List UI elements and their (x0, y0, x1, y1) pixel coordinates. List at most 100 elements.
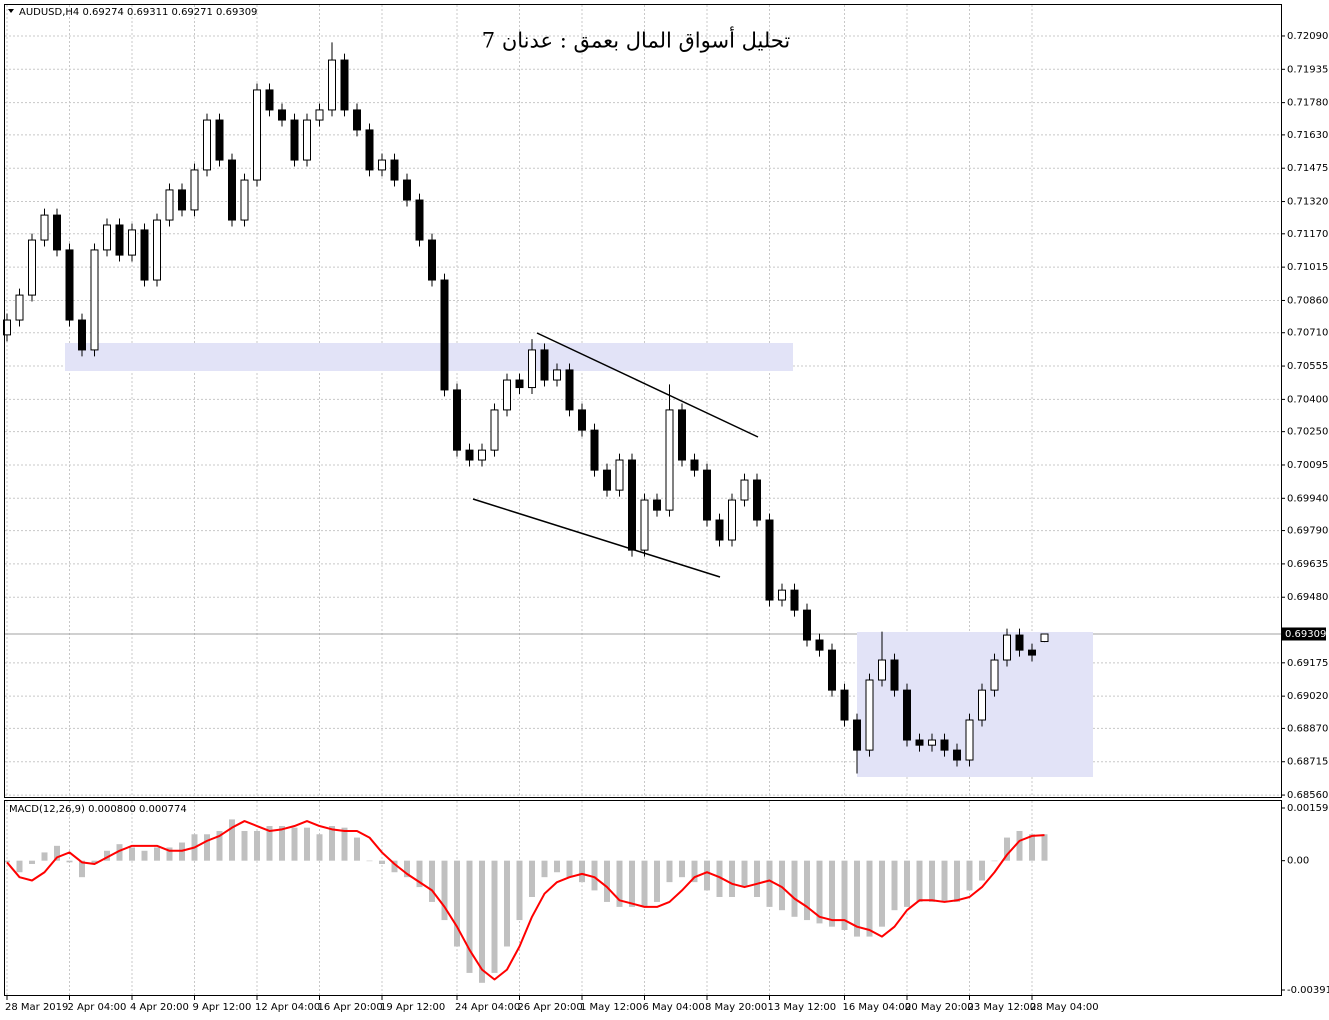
candle-body (1015, 634, 1024, 651)
macd-bar (891, 860, 898, 911)
macd-bar (916, 860, 923, 902)
y-tick-label: 0.69790 (1287, 526, 1328, 537)
y-tick-label: 0.69020 (1287, 691, 1328, 702)
macd-bar (166, 847, 173, 861)
macd-bar (116, 844, 123, 861)
candle-body (140, 229, 149, 281)
candle-body (903, 689, 911, 741)
macd-bar (66, 860, 73, 863)
candle-body (803, 609, 811, 641)
candle-body (203, 119, 211, 171)
macd-bar (229, 819, 235, 861)
menu-arrow (8, 9, 14, 13)
candle-body (853, 719, 861, 751)
macd-bar (216, 830, 223, 861)
candle-body (503, 379, 511, 411)
main-frame (4, 4, 1282, 798)
macd-bar (704, 860, 710, 891)
macd-bar (366, 860, 373, 862)
macd-bar (454, 860, 460, 947)
y-tick-label: 0.70250 (1287, 427, 1328, 438)
x-tick-label: 16 May 04:00 (843, 1002, 912, 1013)
y-tick-label: 0.69480 (1287, 592, 1328, 603)
macd-info: MACD(12,26,9) 0.000800 0.000774 (9, 804, 187, 815)
candle-body (1003, 634, 1011, 661)
macd-bar (391, 860, 398, 873)
x-tick-label: 19 Apr 12:00 (380, 1002, 445, 1013)
macd-bar (416, 860, 423, 888)
x-tick-label: 24 Apr 04:00 (455, 1002, 520, 1013)
candle-body (890, 659, 899, 691)
candle-body (653, 499, 661, 511)
candle-body (940, 739, 949, 751)
macd-bar (854, 860, 860, 937)
candle-body (365, 129, 374, 171)
candle-body (65, 249, 74, 321)
macd-bar (691, 860, 698, 883)
x-tick-label: 9 Apr 12:00 (193, 1002, 252, 1013)
y-tick-label: 0.70555 (1287, 361, 1328, 372)
candle-body (590, 429, 599, 471)
macd-bar (154, 847, 160, 861)
x-tick-label: 12 Apr 04:00 (255, 1002, 320, 1013)
macd-bar (29, 860, 35, 864)
candle-body (340, 59, 349, 111)
macd-bar (404, 860, 410, 878)
y-tick-label: 0.71320 (1287, 197, 1328, 208)
candle-body (578, 409, 586, 431)
candle-body (640, 499, 649, 551)
macd-bar (991, 860, 998, 862)
price-label-box (1282, 627, 1326, 641)
candle-body (603, 469, 611, 491)
macd-bar (491, 860, 498, 973)
y-tick-label: 0.71780 (1287, 98, 1328, 109)
candle-body (1028, 649, 1036, 656)
candle-body (553, 369, 561, 381)
candle-body (215, 119, 224, 161)
price-label: 0.69309 (1285, 629, 1326, 640)
candle-body (40, 214, 49, 241)
macd-bar (766, 860, 773, 907)
y-tick-label: 0.69940 (1287, 493, 1328, 504)
y-tick-label: 0.69175 (1287, 658, 1328, 669)
candle-body (690, 459, 699, 471)
x-tick-label: 28 May 04:00 (1030, 1002, 1099, 1013)
macd-bar (466, 860, 473, 973)
macd-bar (279, 826, 285, 861)
candle-body (828, 649, 836, 691)
candle-body (228, 159, 236, 221)
candle-body (415, 199, 424, 241)
candle-body (353, 109, 361, 131)
grid (5, 5, 1281, 995)
macd-bar (504, 860, 510, 947)
macd-bar (616, 860, 623, 907)
macd-bar (341, 827, 348, 861)
candle-body (678, 409, 686, 461)
y-tick-label: 0.71015 (1287, 262, 1328, 273)
candle-body (115, 224, 124, 256)
trend-channel (472, 332, 759, 578)
candle-body (440, 279, 449, 391)
macd-bar (941, 860, 948, 902)
x-tick-label: 13 May 12:00 (768, 1002, 837, 1013)
macd-bar (204, 834, 210, 861)
candle-body (453, 389, 461, 451)
candle-body (740, 479, 749, 501)
x-tick-label: 1 May 12:00 (580, 1002, 642, 1013)
y-tick-label: 0.71475 (1287, 163, 1328, 174)
macd-bar (41, 852, 48, 861)
candle-body (303, 119, 311, 161)
macd-bar (879, 860, 885, 927)
y-tick-label: 0.71630 (1287, 130, 1328, 141)
macd-bar (816, 860, 823, 924)
candle-body (165, 189, 174, 221)
candle-body (665, 409, 674, 511)
y-tick-label: 0.72090 (1287, 31, 1328, 42)
y-tick-label: 0.70400 (1287, 394, 1328, 405)
candle-body (978, 689, 986, 721)
candle-body (515, 379, 524, 389)
candle-body (315, 109, 324, 121)
y-tick-label: 0.70860 (1287, 295, 1328, 306)
